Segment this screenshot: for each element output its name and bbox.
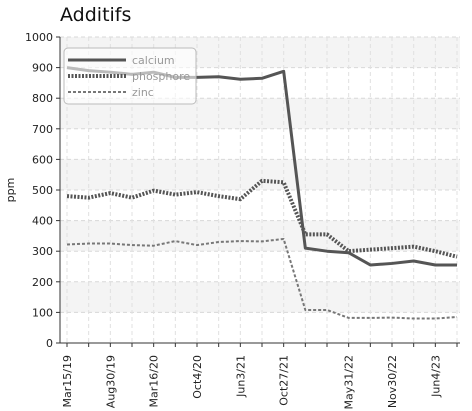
y-tick-labels: 0 100 200 300 400 500 600 700 800 900 1000: [25, 31, 60, 350]
x-tick-label: May31/22: [343, 355, 356, 409]
x-tick-labels: Mar15/19 Aug30/19 Mar16/20 Oct4/20 Jun3/21 Oc…: [61, 343, 458, 409]
y-tick-label: 900: [32, 62, 53, 75]
y-tick-label: 500: [32, 184, 53, 197]
y-tick-label: 1000: [25, 31, 53, 44]
legend: calcium phosphore zinc: [63, 47, 197, 105]
x-tick-label: Nov30/22: [386, 355, 399, 408]
y-tick-label: 400: [32, 215, 53, 228]
series-line-zinc: [66, 237, 458, 320]
y-tick-label: 200: [32, 276, 53, 289]
y-tick-label: 800: [32, 92, 53, 105]
grid-band: [60, 159, 460, 190]
grid-band: [60, 220, 460, 252]
y-tick-label: 0: [46, 337, 53, 350]
x-tick-label: Mar16/20: [148, 355, 161, 407]
y-tick-label: 100: [32, 306, 53, 319]
x-tick-label: Oct27/21: [278, 355, 291, 406]
legend-box: [63, 47, 197, 105]
legend-label-zinc: zinc: [132, 86, 154, 99]
x-tick-label: Oct4/20: [191, 355, 204, 399]
y-axis-label: ppm: [4, 178, 17, 203]
chart-title: Additifs: [60, 4, 132, 26]
series-line-phosphore: [66, 178, 458, 259]
y-tick-label: 300: [32, 245, 53, 258]
legend-label-phosphore: phosphore: [132, 70, 190, 83]
x-tick-label: Aug30/19: [104, 355, 117, 408]
y-tick-label: 700: [32, 123, 53, 136]
x-tick-label: Jun4/23: [429, 355, 442, 398]
grid-band: [60, 281, 460, 313]
x-tick-label: Mar15/19: [61, 355, 74, 407]
y-tick-label: 600: [32, 153, 53, 166]
legend-label-calcium: calcium: [132, 54, 175, 67]
x-tick-label: Jun3/21: [234, 355, 247, 398]
